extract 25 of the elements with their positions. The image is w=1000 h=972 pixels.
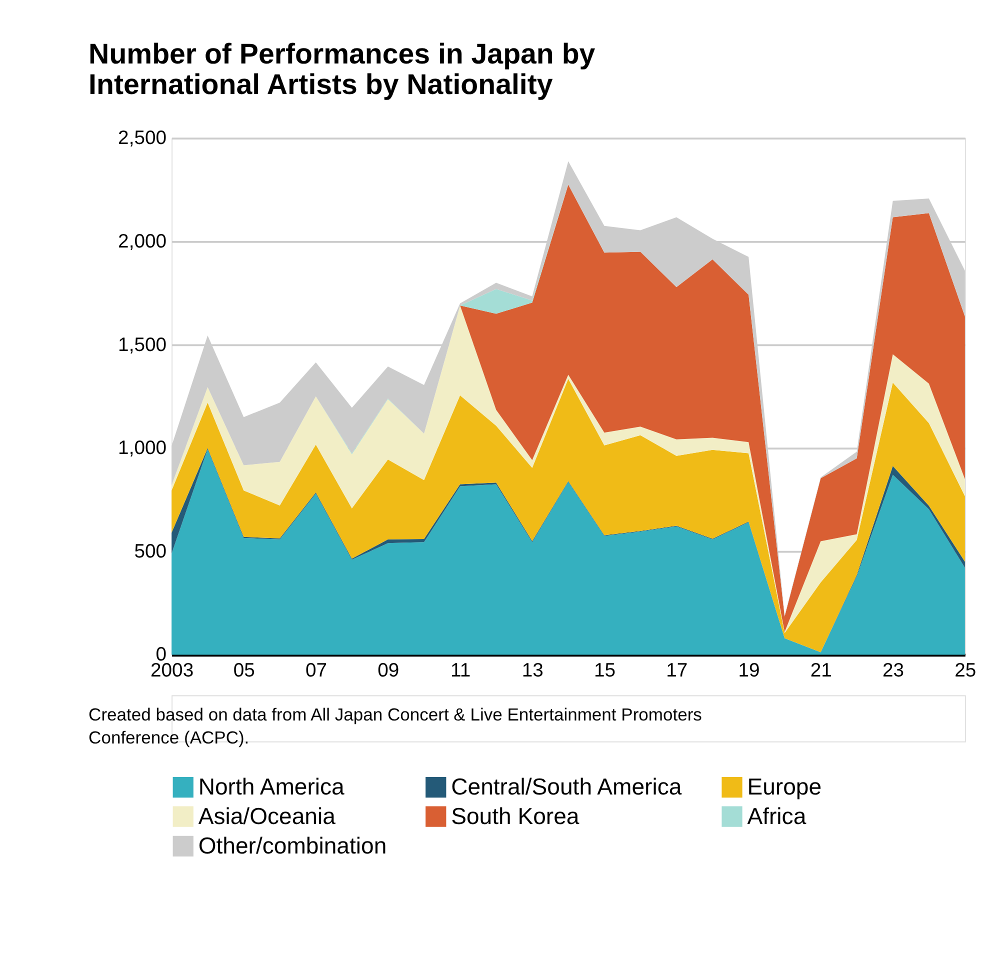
text: Created based on data from All Japan Concert & Live Entertainment Promoters Conference (ACPC). xyxy=(88,704,702,748)
legend-label: Europe xyxy=(747,774,822,800)
x-tick-label: 21 xyxy=(810,659,832,682)
y-tick-label: 1,000 xyxy=(118,437,167,460)
chart-title: Number of Performances in Japan by International Artists by Nationality xyxy=(88,38,596,101)
x-tick-label: 11 xyxy=(450,659,471,682)
x-tick-label: 17 xyxy=(666,659,688,682)
x-tick-label: 05 xyxy=(233,659,255,682)
x-tick-label: 19 xyxy=(738,659,760,682)
y-tick-label: 2,500 xyxy=(118,127,167,150)
legend-label: Asia/Oceania xyxy=(198,803,336,829)
x-tick-label: 07 xyxy=(306,659,328,682)
legend-label: Africa xyxy=(747,803,806,829)
legend-label: Central/South America xyxy=(451,774,682,800)
x-tick-label: 25 xyxy=(954,659,976,682)
x-tick-label: 23 xyxy=(882,659,904,682)
x-tick-label: 09 xyxy=(378,659,400,682)
legend-label: Other/combination xyxy=(198,832,387,859)
legend-label: North America xyxy=(198,774,345,800)
y-tick-label: 1,500 xyxy=(118,334,167,356)
legend-label: South Korea xyxy=(451,803,580,829)
x-tick-label: 15 xyxy=(594,659,616,682)
y-tick-label: 500 xyxy=(134,540,167,562)
x-tick-label: 13 xyxy=(522,659,544,682)
y-tick-label: 2,000 xyxy=(118,230,167,252)
